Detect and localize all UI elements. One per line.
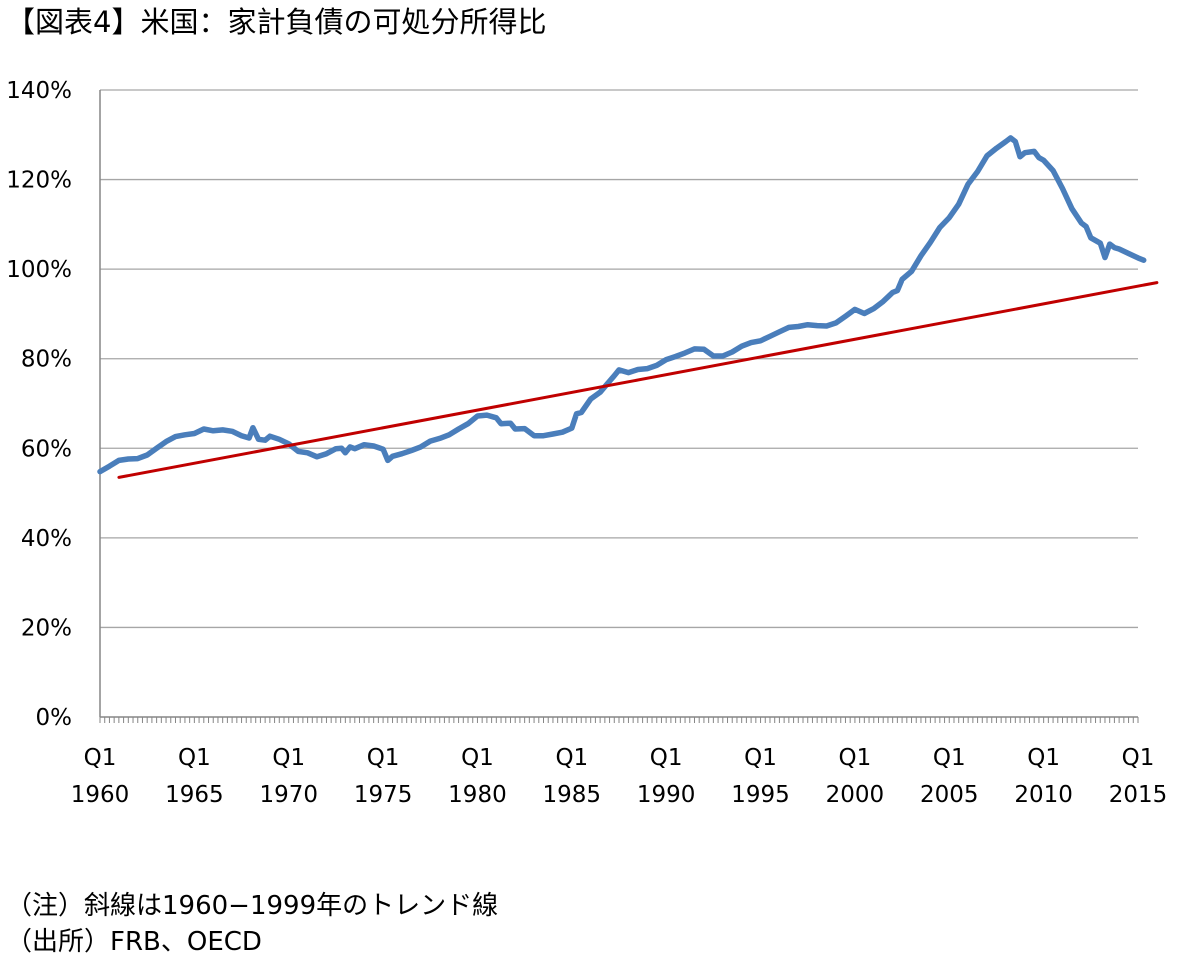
x-tick-year: 1965 [165, 782, 224, 808]
y-tick-label: 80% [21, 347, 72, 373]
line-chart: 0%20%40%60%80%100%120%140% Q11960Q11965Q… [6, 78, 1168, 808]
x-tick-year: 2005 [920, 782, 979, 808]
x-tick-quarter: Q1 [1122, 745, 1155, 771]
series-line-debt-ratio [97, 135, 1147, 475]
x-tick-quarter: Q1 [367, 745, 400, 771]
series-layer [97, 135, 1159, 479]
x-tick-quarter: Q1 [933, 745, 966, 771]
series-line-trend [117, 281, 1159, 479]
x-tick-year: 2015 [1109, 782, 1168, 808]
trend-note: （注）斜線は1960−1999年のトレンド線 [6, 891, 499, 921]
x-tick-marks [99, 717, 1139, 723]
x-tick-year: 1990 [637, 782, 696, 808]
source-note: （出所）FRB、OECD [6, 927, 262, 957]
x-tick-year: 1985 [543, 782, 602, 808]
y-tick-label: 20% [21, 615, 72, 641]
x-tick-quarter: Q1 [839, 745, 872, 771]
y-tick-label: 0% [36, 705, 73, 731]
chart-title: 【図表4】米国：家計負債の可処分所得比 [6, 5, 547, 39]
x-tick-quarter: Q1 [1027, 745, 1060, 771]
y-tick-label: 140% [6, 78, 72, 104]
x-tick-year: 1960 [71, 782, 130, 808]
x-tick-quarter: Q1 [744, 745, 777, 771]
x-tick-quarter: Q1 [178, 745, 211, 771]
y-tick-label: 100% [6, 257, 72, 283]
x-tick-year: 1970 [259, 782, 318, 808]
grid-lines [100, 89, 1138, 629]
x-tick-quarter: Q1 [555, 745, 588, 771]
y-tick-label: 120% [6, 168, 72, 194]
x-axis: Q1 1960 Q1 1965 Q1 1970 Q1 1975 Q1 1980 Q1 1985 Q1 19… [71, 716, 1168, 808]
y-tick-label: 60% [21, 436, 72, 462]
x-tick-year: 1980 [448, 782, 507, 808]
x-tick-year: 1975 [354, 782, 413, 808]
x-tick-year: 1995 [731, 782, 790, 808]
x-tick-quarter: Q1 [461, 745, 494, 771]
x-tick-year: 2000 [826, 782, 885, 808]
x-tick-quarter: Q1 [272, 745, 305, 771]
y-tick-label: 40% [21, 526, 72, 552]
x-tick-quarter: Q1 [84, 745, 117, 771]
x-tick-year: 2010 [1014, 782, 1073, 808]
chart-notes: （注）斜線は1960−1999年のトレンド線 （出所）FRB、OECD [6, 888, 498, 960]
x-tick-quarter: Q1 [650, 745, 683, 771]
y-axis: 0% 20% 40% 60% 80% 100% 120% 140% [6, 78, 101, 731]
